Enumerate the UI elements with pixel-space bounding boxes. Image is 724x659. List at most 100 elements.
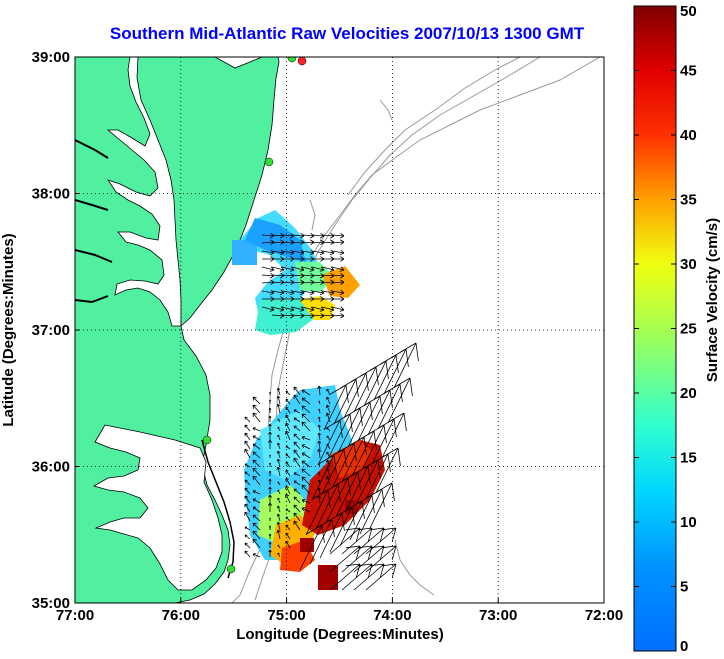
velocity-arrow (285, 485, 291, 495)
velocity-arrow (331, 249, 345, 256)
velocity-arrow (276, 403, 281, 414)
velocity-arrow (332, 256, 345, 262)
y-tick-label: 38:00 (32, 186, 70, 203)
velocity-arrow (277, 552, 281, 558)
map-title: Southern Mid-Atlantic Raw Velocities 200… (109, 24, 585, 43)
velocity-arrow (268, 533, 272, 539)
x-tick-label: 72:00 (585, 607, 623, 624)
velocity-arrow (326, 459, 331, 468)
velocity-arrow (311, 289, 325, 296)
colorbar-tick-label: 50 (680, 3, 697, 20)
colorbar-tick-label: 30 (680, 256, 697, 273)
velocity-arrow (301, 460, 311, 468)
velocity-arrow (317, 385, 322, 396)
velocity-arrow (252, 443, 261, 450)
velocity-arrow (301, 444, 311, 450)
velocity-arrow (244, 440, 251, 450)
velocity-arrow (381, 412, 407, 459)
velocity-arrow (301, 421, 311, 432)
velocity-arrow (261, 266, 275, 272)
velocity-arrow (244, 503, 251, 513)
velocity-arrow (244, 550, 251, 558)
velocity-arrow (321, 266, 335, 272)
x-axis-label: Longitude (Degrees:Minutes) (236, 626, 444, 643)
colorbar-tick-label: 40 (680, 127, 697, 144)
velocity-arrow (244, 511, 251, 522)
velocity-arrow (281, 289, 295, 296)
velocity-arrow (293, 441, 301, 450)
velocity-arrow (277, 434, 281, 441)
velocity-arrow (277, 418, 281, 423)
velocity-arrow (375, 447, 401, 494)
velocity-vectors (244, 232, 419, 591)
velocity-arrow (353, 563, 385, 591)
velocity-arrow (252, 490, 261, 495)
velocity-arrow (268, 549, 272, 557)
velocity-arrow (329, 545, 361, 573)
velocity-arrow (244, 424, 251, 432)
velocity-arrow (285, 469, 291, 477)
velocity-arrow (301, 289, 315, 296)
velocity-arrow (244, 471, 251, 477)
velocity-arrow (252, 553, 261, 558)
velocity-arrow (252, 459, 261, 468)
velocity-arrow (252, 506, 261, 513)
velocity-arrow (331, 239, 345, 246)
velocity-arrow (331, 266, 345, 272)
velocity-arrow (293, 480, 301, 486)
colorbar-tick-label: 45 (680, 63, 697, 80)
velocity-arrow (244, 416, 251, 423)
velocity-arrow (285, 445, 291, 450)
station-marker (264, 157, 274, 167)
delaware-bay (214, 57, 263, 69)
velocity-arrow (276, 521, 281, 531)
velocity-arrow (252, 435, 261, 441)
river-line (75, 295, 109, 304)
velocity-arrow (301, 249, 315, 256)
velocity-arrow (252, 451, 261, 459)
velocity-arrow (291, 249, 305, 256)
velocity-arrow (281, 266, 295, 272)
velocity-arrow (244, 463, 251, 468)
velocity-arrow (301, 507, 311, 513)
river-line (75, 139, 109, 159)
velocity-arrow (268, 415, 272, 422)
velocity-arrow (277, 505, 281, 513)
velocity-arrow (285, 390, 291, 396)
river-line (75, 249, 113, 263)
colorbar-tick-label: 20 (680, 385, 697, 402)
velocity-arrow (293, 433, 301, 441)
velocity-arrow (261, 249, 275, 256)
velocity-arrow (317, 487, 321, 495)
velocity-arrow (293, 425, 301, 432)
velocity-arrow (325, 404, 331, 414)
velocity-arrow (276, 513, 281, 522)
velocity-arrow (293, 386, 301, 396)
chesapeake-bay (106, 57, 182, 327)
colorbar-tick-label: 25 (680, 321, 697, 338)
velocity-arrow (268, 478, 272, 485)
velocity-arrow (301, 397, 311, 405)
velocity-arrow (293, 394, 301, 405)
velocity-arrow (301, 476, 311, 486)
velocity-arrow (341, 527, 373, 555)
velocity-arrow (244, 432, 251, 441)
velocity-arrow (268, 399, 272, 404)
velocity-arrow (329, 527, 361, 555)
velocity-arrow (325, 412, 331, 423)
outer-banks (201, 439, 235, 579)
velocity-arrow (281, 249, 295, 256)
velocity-arrow (268, 541, 272, 548)
velocity-arrow (326, 435, 331, 441)
velocity-arrow (285, 493, 291, 504)
grid-lines (75, 57, 604, 603)
y-tick-label: 39:00 (32, 49, 70, 66)
velocity-arrow (353, 545, 385, 573)
velocity-arrow (252, 475, 261, 486)
colorbar (633, 5, 677, 652)
y-axis: 39:00 38:00 37:00 36:00 35:00 (32, 49, 80, 612)
y-tick-label: 35:00 (32, 595, 70, 612)
velocity-arrow (317, 416, 321, 423)
velocity-arrow (331, 312, 345, 319)
